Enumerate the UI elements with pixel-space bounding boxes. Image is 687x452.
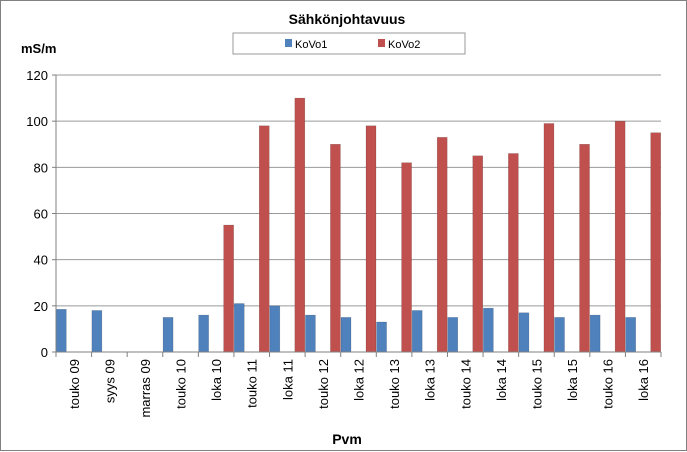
bar-kovo2 <box>365 125 377 353</box>
x-tick-label: touko 12 <box>316 359 331 409</box>
bar-kovo2 <box>258 125 270 353</box>
legend-swatch-kovo1 <box>285 39 292 47</box>
bar-kovo1 <box>233 303 245 353</box>
x-tick-label: loka 16 <box>636 359 651 401</box>
bars <box>56 97 661 353</box>
x-tick-label: loka 12 <box>352 359 367 401</box>
bar-kovo1 <box>269 305 281 353</box>
bar-kovo1 <box>483 307 494 353</box>
x-tick-label: touko 15 <box>529 359 544 409</box>
bar-kovo1 <box>340 317 352 353</box>
bar-kovo2 <box>401 162 412 353</box>
legend: KoVo1 KoVo2 <box>232 32 466 55</box>
bar-kovo1 <box>198 314 209 353</box>
bar-kovo1 <box>162 317 174 353</box>
x-tick-label: loka 11 <box>280 359 295 400</box>
bar-kovo2 <box>614 120 626 353</box>
y-tick-label: 40 <box>34 253 48 268</box>
x-tick-label: touko 09 <box>67 359 82 409</box>
bar-kovo1 <box>554 317 565 353</box>
x-tick-label: touko 16 <box>601 359 616 409</box>
chart-title: Sähkönjohtavuus <box>289 11 406 27</box>
x-tick-label: touko 13 <box>387 359 402 409</box>
bar-kovo2 <box>472 155 484 353</box>
y-tick-label: 100 <box>26 114 48 129</box>
bar-kovo1 <box>305 314 316 353</box>
bar-kovo2 <box>294 97 306 353</box>
x-tick-label: syys 09 <box>102 359 117 403</box>
y-tick-label: 0 <box>41 345 48 360</box>
x-tick-label: touko 10 <box>174 359 189 409</box>
bar-kovo2 <box>508 153 519 353</box>
bar-kovo1 <box>447 317 459 353</box>
axes <box>52 74 662 357</box>
bar-kovo1 <box>376 321 387 353</box>
bar-kovo2 <box>650 132 661 353</box>
x-axis-label: Pvm <box>332 431 362 447</box>
x-tick-label: loka 13 <box>423 359 438 401</box>
x-tick-label: touko 14 <box>458 359 473 409</box>
bar-kovo1 <box>411 310 423 353</box>
bar-kovo1 <box>589 314 601 353</box>
legend-box <box>232 32 466 55</box>
y-tick-label: 80 <box>34 160 48 175</box>
x-tick-label: loka 15 <box>565 359 580 401</box>
y-tick-label: 120 <box>26 68 48 83</box>
bar-kovo1 <box>91 310 103 353</box>
legend-swatch-kovo2 <box>378 39 385 47</box>
x-tick-label: loka 14 <box>494 359 509 401</box>
y-tick-label: 20 <box>34 299 48 314</box>
x-tick-labels: touko 09 syys 09 marras 09 touko 10 loka 10 t… <box>67 359 651 418</box>
legend-label-kovo2: KoVo2 <box>388 39 420 51</box>
y-tick-label: 60 <box>34 207 48 222</box>
y-tick-labels: 0 20 40 60 80 100 120 <box>26 68 48 360</box>
bar-kovo2 <box>330 144 341 353</box>
bar-kovo1 <box>56 309 67 353</box>
x-tick-label: loka 10 <box>209 359 224 401</box>
bar-kovo2 <box>223 224 234 353</box>
bar-kovo2 <box>436 137 448 353</box>
legend-label-kovo1: KoVo1 <box>295 39 327 51</box>
bar-kovo2 <box>543 123 555 353</box>
bar-kovo1 <box>518 312 530 353</box>
gridlines <box>56 74 661 307</box>
y-axis-label: mS/m <box>21 41 56 56</box>
bar-kovo1 <box>625 317 636 353</box>
bar-kovo2 <box>579 144 590 353</box>
x-tick-label: touko 11 <box>245 359 260 408</box>
x-tick-label: marras 09 <box>138 359 153 418</box>
